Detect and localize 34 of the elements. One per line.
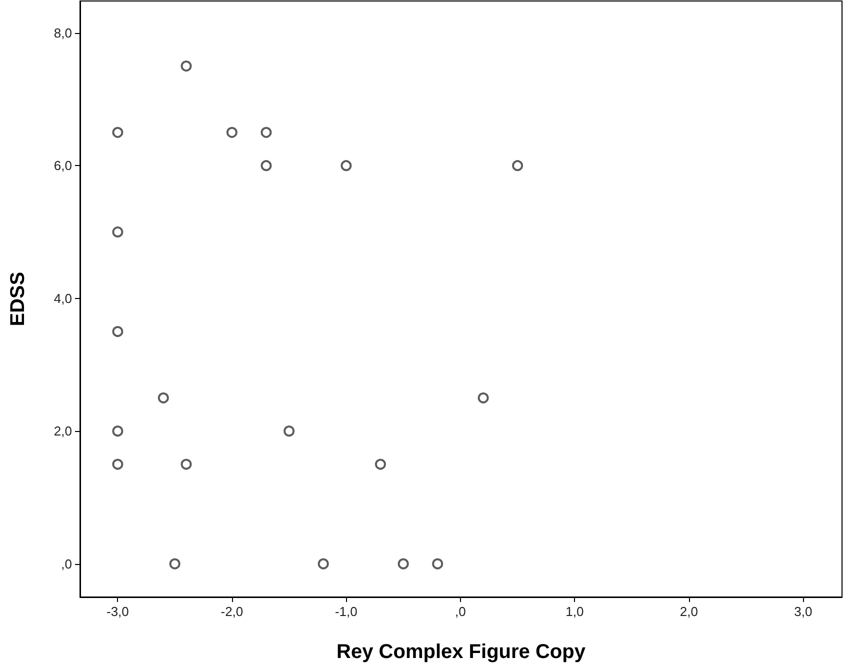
x-tick-label: -3,0 [106,604,129,619]
point [158,392,169,404]
point [180,60,192,72]
x-axis-title: Rey Complex Figure Copy [336,641,586,663]
y-tick-label: 2,0 [54,424,72,439]
x-tick-label: ,0 [455,604,466,619]
point [512,160,524,172]
x-tick-label: 2,0 [680,604,698,619]
point [374,458,386,470]
point [112,326,124,338]
y-tick-label: ,0 [61,556,72,572]
point [478,392,489,404]
point [226,126,238,138]
point [432,558,444,570]
x-tick-label: 1,0 [566,604,584,619]
point [318,558,329,570]
point [260,160,272,172]
x-tick-label: 3,0 [794,604,812,619]
point [180,458,192,470]
point [260,126,272,138]
x-tick-label: -1,0 [334,604,358,619]
y-tick-label: 6,0 [54,158,72,174]
x-tick-label: -2,0 [220,604,244,619]
point [112,226,124,238]
point [169,558,180,570]
point [398,558,409,570]
y-tick-label: 8,0 [54,25,72,40]
point [340,160,352,172]
point [112,458,124,470]
point [284,426,295,437]
y-axis-title: EDSS [7,272,29,326]
point [112,126,124,138]
point [112,426,124,437]
y-tick-label: 4,0 [54,290,72,306]
